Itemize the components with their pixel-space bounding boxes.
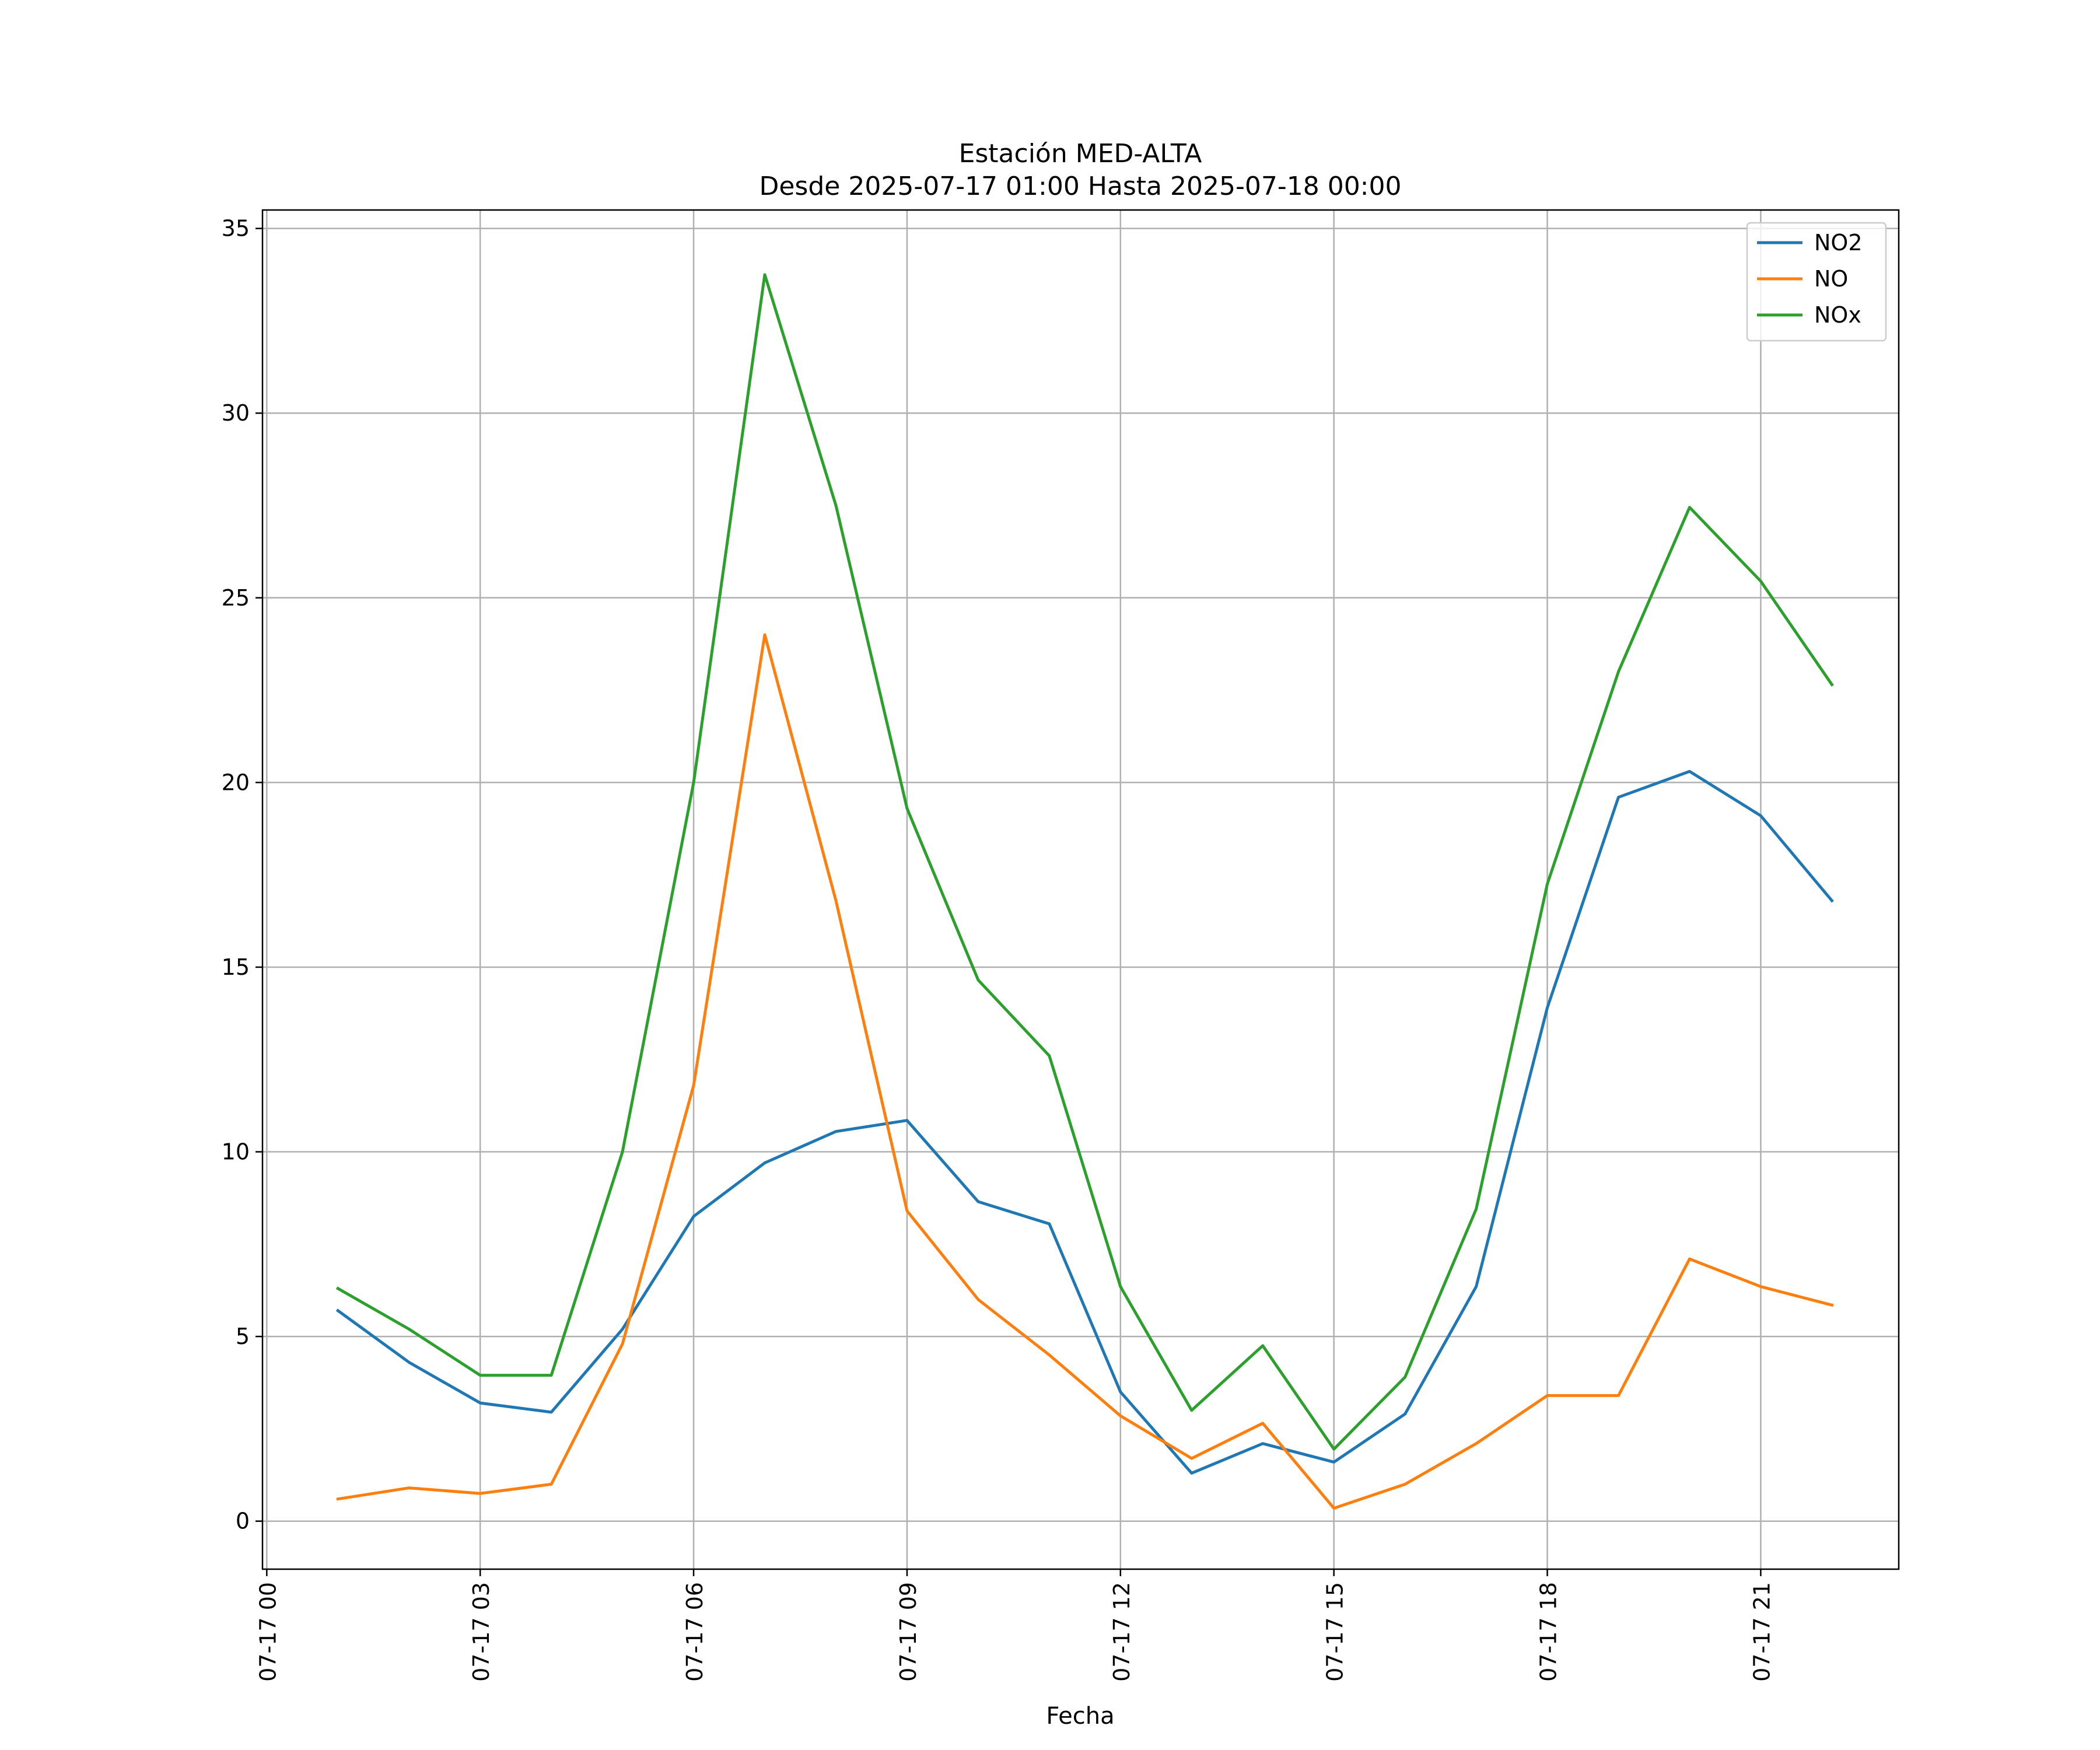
y-tick-label: 35 bbox=[222, 216, 250, 242]
x-tick-label: 07-17 15 bbox=[1322, 1582, 1348, 1682]
legend-label-nox: NOx bbox=[1814, 302, 1861, 328]
legend-label-no: NO bbox=[1814, 266, 1848, 292]
plot-area-border bbox=[261, 209, 1900, 1570]
series-lines bbox=[335, 273, 1834, 1510]
x-tick-label: 07-17 06 bbox=[682, 1582, 708, 1682]
x-tick-label: 07-17 00 bbox=[255, 1582, 281, 1682]
y-tick-label: 5 bbox=[236, 1324, 250, 1349]
y-tick-label: 20 bbox=[222, 769, 250, 795]
x-tick-label: 07-17 18 bbox=[1536, 1582, 1562, 1682]
y-axis: 0 5 10 15 20 25 30 35 bbox=[222, 216, 262, 1534]
y-tick-label: 25 bbox=[222, 585, 250, 611]
series-line-no2 bbox=[335, 769, 1834, 1475]
x-axis: 07-17 00 07-17 03 07-17 06 07-17 09 07-17 12… bbox=[255, 1569, 1774, 1682]
y-tick-label: 10 bbox=[222, 1139, 250, 1165]
grid-lines bbox=[262, 210, 1899, 1569]
chart-title: Estación MED-ALTA bbox=[959, 139, 1202, 169]
series-line-nox bbox=[335, 273, 1834, 1451]
series-line-no bbox=[336, 633, 1834, 1510]
y-tick-label: 30 bbox=[222, 400, 250, 426]
legend-box bbox=[1746, 222, 1887, 342]
chart-subtitle: Desde 2025-07-17 01:00 Hasta 2025-07-18 … bbox=[759, 172, 1401, 201]
x-tick-label: 07-17 03 bbox=[468, 1582, 494, 1682]
x-tick-label: 07-17 12 bbox=[1109, 1582, 1135, 1682]
legend: NO2 NO NOx bbox=[1746, 222, 1887, 342]
y-tick-label: 0 bbox=[236, 1508, 250, 1534]
legend-label-no2: NO2 bbox=[1814, 230, 1863, 256]
x-tick-label: 07-17 21 bbox=[1749, 1582, 1774, 1682]
x-axis-label: Fecha bbox=[1046, 1703, 1114, 1730]
x-tick-label: 07-17 09 bbox=[895, 1582, 921, 1682]
y-tick-label: 15 bbox=[222, 954, 250, 980]
